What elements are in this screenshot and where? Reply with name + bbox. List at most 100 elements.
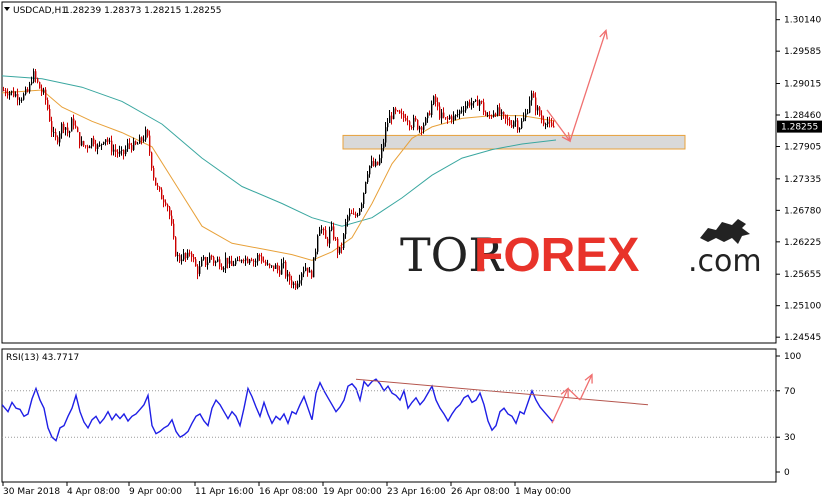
price-tick-label: 1.25100 — [784, 302, 821, 312]
candle-body — [109, 140, 111, 142]
candle-body — [437, 101, 439, 107]
candle-body — [453, 115, 455, 120]
price-tick-label: 1.29015 — [784, 80, 821, 90]
candle-body — [553, 125, 555, 128]
candle-body — [473, 101, 475, 104]
candle-body — [287, 273, 289, 277]
rsi-axis: 100 70 30 0 — [2, 352, 801, 478]
support-zone — [342, 134, 686, 150]
candle-body — [157, 185, 159, 187]
candle-body — [147, 129, 149, 136]
dropdown-triangle-icon[interactable] — [4, 7, 10, 11]
candle-body — [197, 266, 199, 274]
candle-body — [159, 186, 161, 190]
candle-body — [291, 280, 293, 285]
candle-body — [547, 121, 549, 125]
candle-body — [201, 259, 203, 267]
candle-body — [253, 260, 255, 262]
candle-body — [61, 123, 63, 134]
candle-body — [141, 137, 143, 141]
candle-body — [255, 261, 257, 263]
candle-body — [317, 235, 319, 252]
price-tick-label: 1.24545 — [784, 333, 821, 343]
candle-body — [223, 268, 225, 270]
candle-body — [489, 114, 491, 116]
candle-body — [421, 127, 423, 130]
candle-body — [171, 215, 173, 224]
candle-body — [505, 114, 507, 119]
candle-body — [209, 255, 211, 263]
forecast-up-segment — [569, 30, 607, 142]
candle-body — [257, 254, 259, 262]
candle-body — [373, 161, 375, 166]
candle-body — [397, 110, 399, 112]
candle-body — [479, 100, 481, 106]
candle-body — [285, 261, 287, 277]
candle-body — [195, 259, 197, 267]
candle-body — [509, 120, 511, 125]
candle-body — [155, 177, 157, 186]
candle-body — [351, 213, 353, 215]
candle-body — [545, 124, 547, 126]
candle-body — [105, 139, 107, 143]
candle-body — [503, 112, 505, 115]
candle-body — [185, 253, 187, 258]
candle-body — [383, 142, 385, 149]
candle-body — [95, 144, 97, 149]
candle-body — [271, 265, 273, 267]
candle-body — [187, 252, 189, 258]
candle-body — [149, 135, 151, 153]
candle-body — [353, 213, 355, 215]
candle-body — [151, 152, 153, 169]
candle-body — [409, 121, 411, 128]
candle-body — [15, 93, 17, 97]
candle-body — [355, 214, 357, 216]
chart-ohlc: 1.28239 1.28373 1.28215 1.28255 — [64, 6, 221, 16]
candle-body — [371, 161, 373, 166]
candle-body — [57, 137, 59, 143]
current-price-label: 1.28255 — [781, 123, 818, 133]
price-tick-label: 1.28460 — [784, 111, 821, 121]
candle-body — [311, 270, 313, 278]
candle-body — [127, 143, 129, 150]
candle-body — [325, 230, 327, 239]
candle-body — [11, 91, 13, 93]
candle-body — [463, 110, 465, 112]
candle-body — [459, 110, 461, 115]
price-tick-label: 1.26225 — [784, 238, 821, 248]
candle-body — [467, 102, 469, 106]
candle-body — [219, 259, 221, 267]
candle-body — [233, 264, 235, 266]
candle-body — [515, 120, 517, 122]
candle-body — [49, 108, 51, 122]
candle-body — [319, 229, 321, 236]
candle-body — [447, 117, 449, 120]
candle-body — [511, 124, 513, 127]
candle-body — [289, 273, 291, 281]
candle-body — [393, 108, 395, 119]
candle-body — [89, 146, 91, 149]
candle-body — [73, 118, 75, 126]
time-tick-label: 23 Apr 16:00 — [387, 487, 446, 497]
price-axis: 1.30140 1.29585 1.29015 1.28460 1.27905 1.273… — [776, 16, 821, 343]
candle-body — [53, 132, 55, 134]
candle-body — [239, 259, 241, 262]
candle-body — [203, 257, 205, 260]
candle-body — [295, 283, 297, 288]
candle-body — [313, 257, 315, 278]
rsi-line — [2, 378, 555, 442]
candle-body — [93, 138, 95, 145]
candle-body — [389, 115, 391, 124]
candle-body — [269, 263, 271, 266]
candle-body — [281, 263, 283, 275]
candle-body — [261, 256, 263, 262]
candle-body — [329, 229, 331, 244]
candle-body — [513, 121, 515, 127]
candle-body — [277, 265, 279, 271]
candle-body — [427, 112, 429, 119]
candle-body — [521, 121, 523, 129]
candle-body — [419, 127, 421, 130]
candle-body — [163, 199, 165, 203]
candle-body — [55, 132, 57, 138]
candle-body — [101, 143, 103, 146]
